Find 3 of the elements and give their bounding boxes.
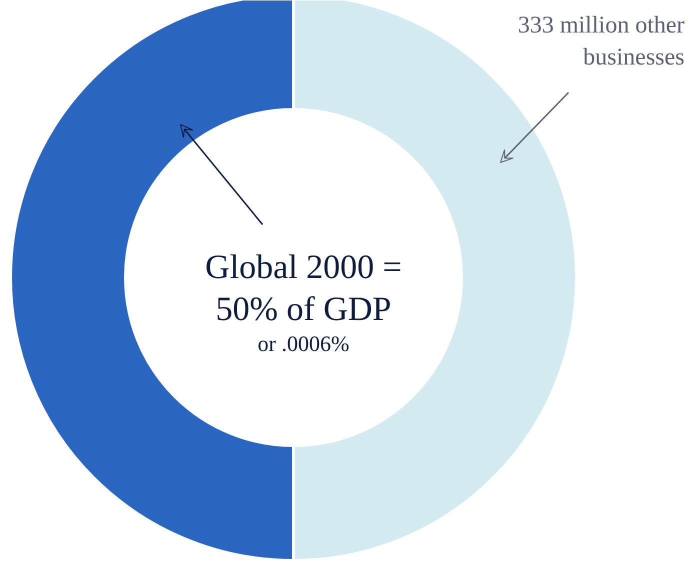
slice-label: 333 million other businesses	[518, 12, 685, 70]
text: or .0006%	[258, 331, 350, 356]
text: Global 2000 = 50% of GDP	[205, 249, 402, 328]
